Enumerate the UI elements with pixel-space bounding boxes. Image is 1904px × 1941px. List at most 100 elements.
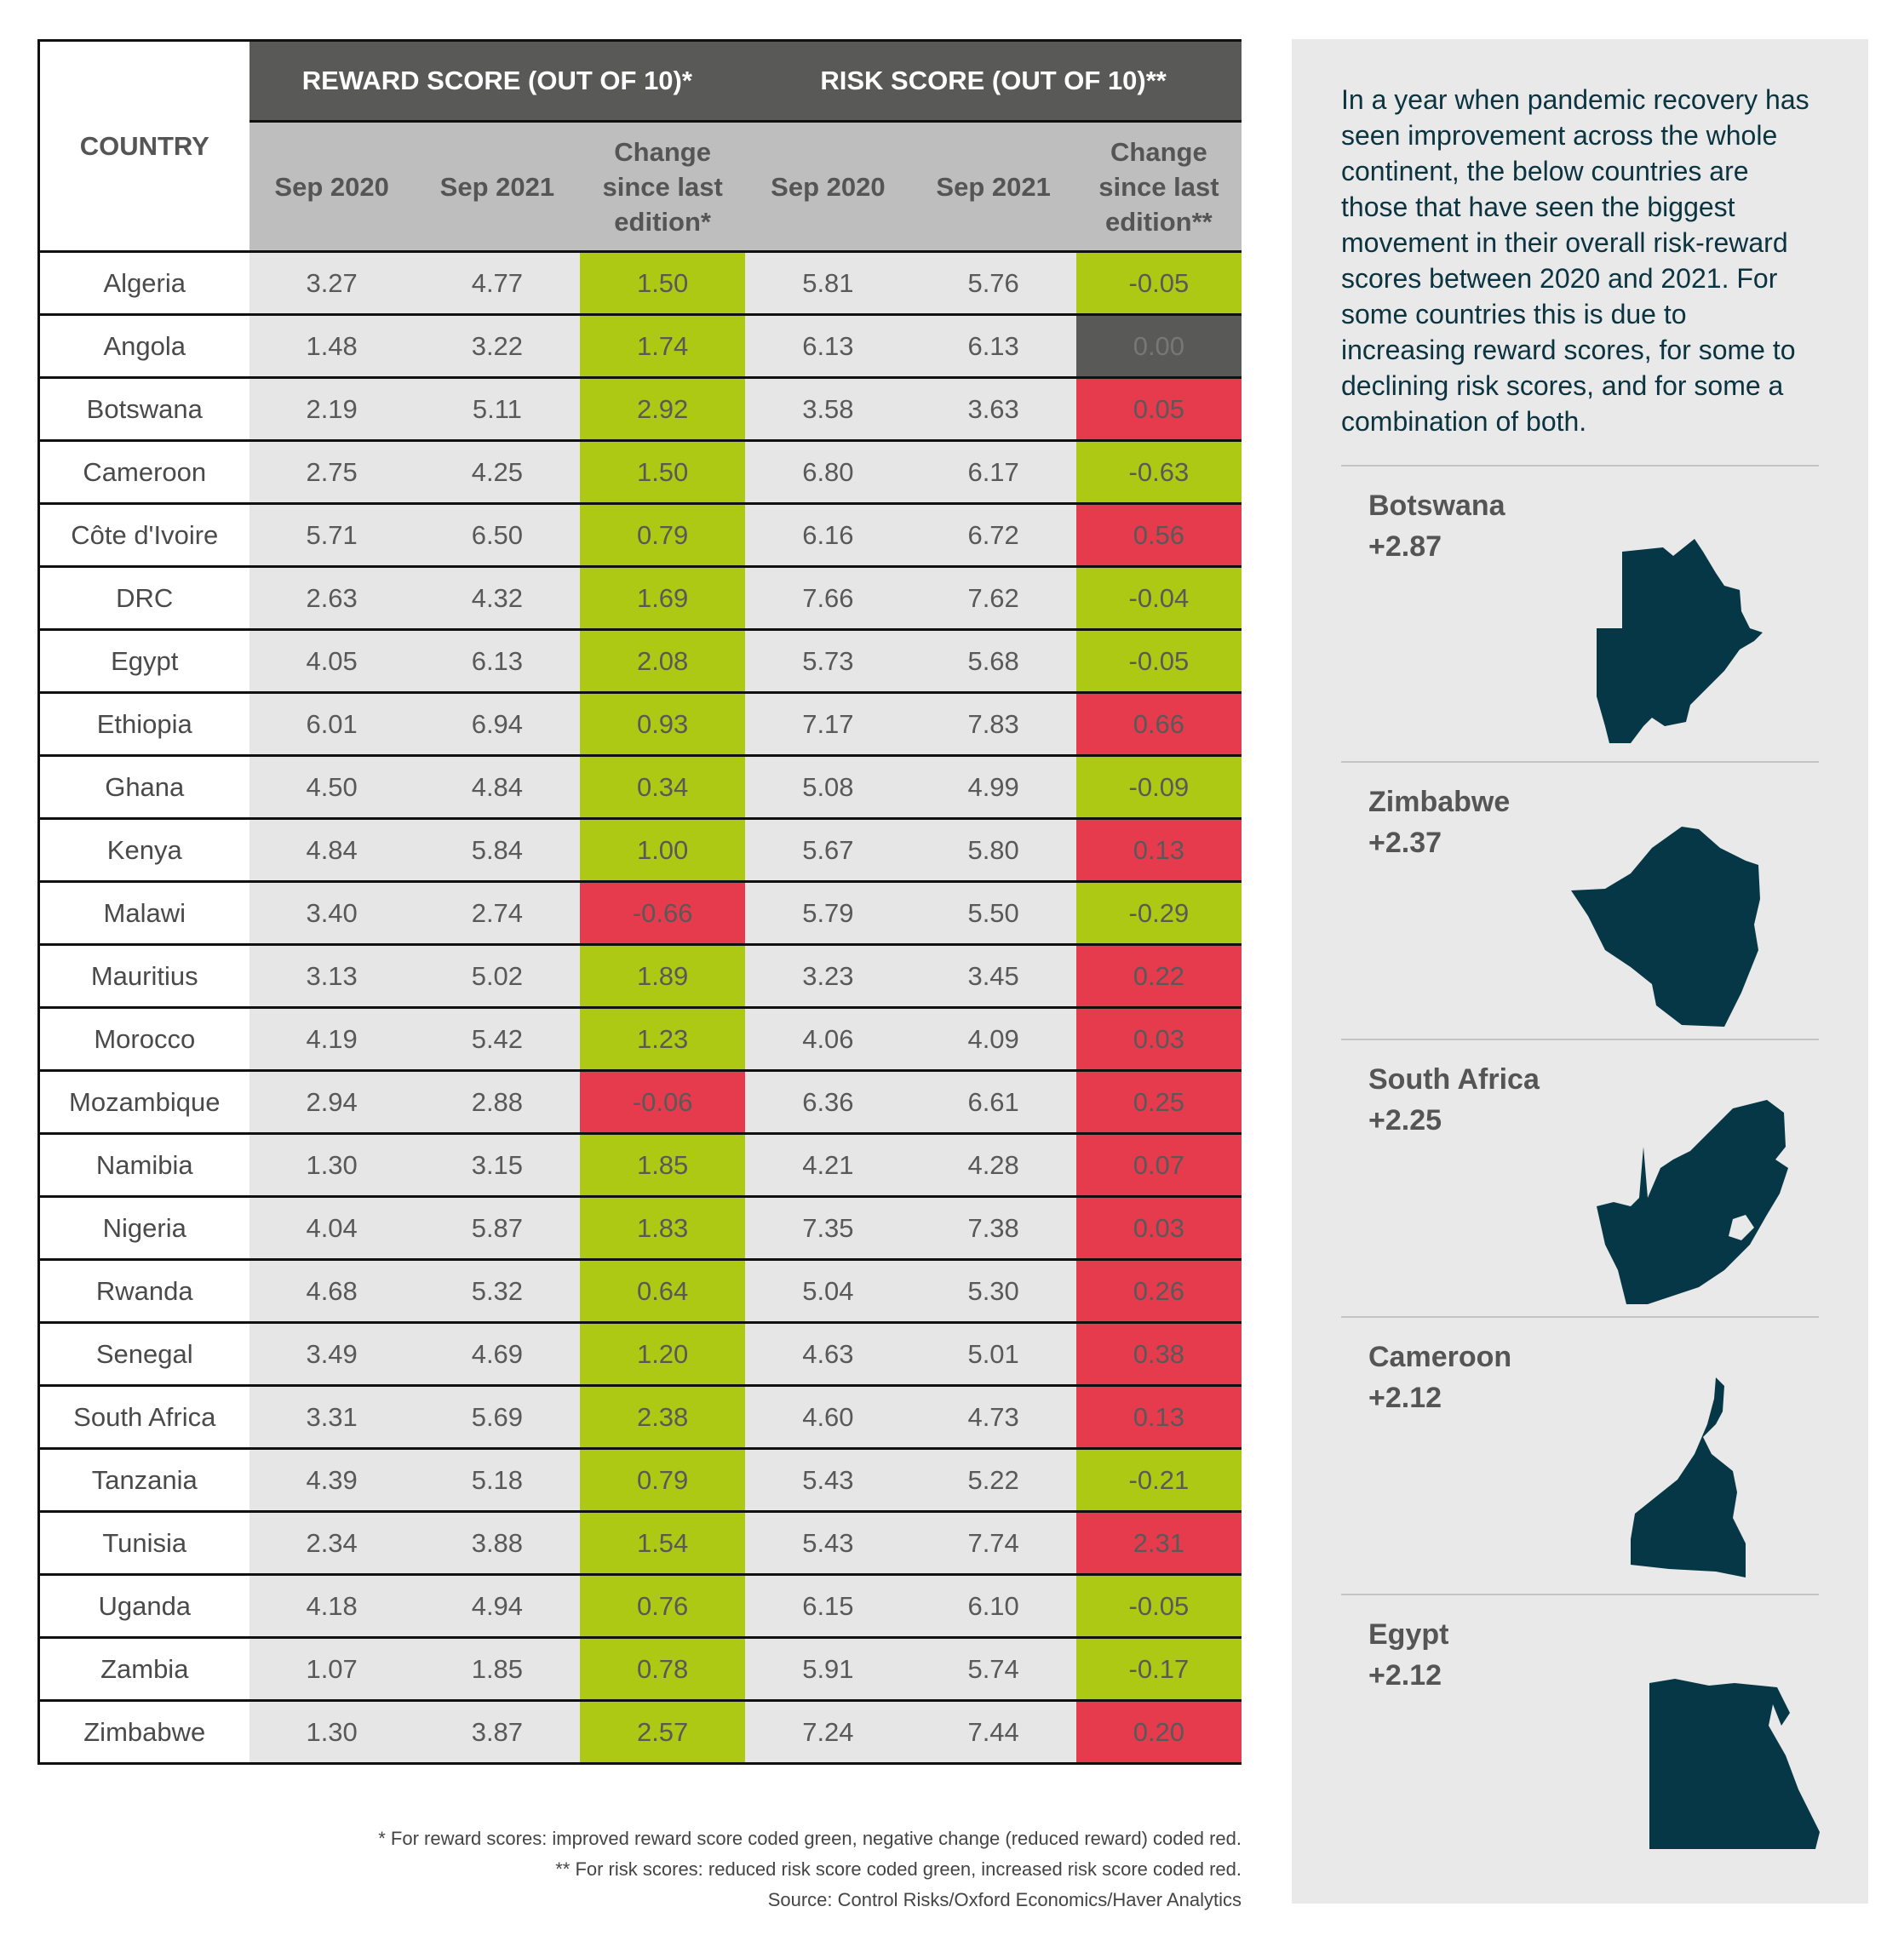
- risk-change-cell: 0.26: [1075, 1258, 1242, 1323]
- risk-2020-cell: 6.13: [745, 313, 911, 378]
- reward-sep-2020-header: Sep 2020: [249, 121, 415, 252]
- risk-2020-cell: 5.67: [745, 817, 911, 882]
- reward-change-cell: 1.00: [580, 817, 746, 882]
- risk-2020-cell: 5.43: [745, 1510, 911, 1575]
- reward-2021-cell: 6.13: [414, 628, 580, 693]
- country-cell: DRC: [37, 565, 249, 630]
- risk-change-cell: 0.20: [1075, 1699, 1242, 1765]
- country-cell: Ethiopia: [37, 691, 249, 756]
- table-row: South Africa 3.31 5.69 2.38 4.60 4.73 0.13: [37, 1384, 1242, 1449]
- risk-change-cell: 0.56: [1075, 502, 1242, 567]
- risk-2020-cell: 6.80: [745, 439, 911, 504]
- risk-2021-cell: 4.09: [910, 1006, 1076, 1071]
- risk-2020-cell: 7.17: [745, 691, 911, 756]
- reward-2020-cell: 4.50: [249, 754, 415, 819]
- source-note: Source: Control Risks/Oxford Economics/H…: [767, 1889, 1242, 1910]
- south-africa-map-icon: [1597, 1100, 1788, 1304]
- risk-change-cell: -0.09: [1075, 754, 1242, 819]
- reward-2020-cell: 2.63: [249, 565, 415, 630]
- risk-2020-cell: 6.16: [745, 502, 911, 567]
- reward-change-cell: 1.23: [580, 1006, 746, 1071]
- reward-change-cell: 2.08: [580, 628, 746, 693]
- risk-change-cell: 0.66: [1075, 691, 1242, 756]
- risk-change-cell: 0.13: [1075, 1384, 1242, 1449]
- reward-change-cell: -0.06: [580, 1069, 746, 1134]
- country-cell: Rwanda: [37, 1258, 249, 1323]
- table-row: Kenya 4.84 5.84 1.00 5.67 5.80 0.13: [37, 817, 1242, 882]
- table-row: Mozambique 2.94 2.88 -0.06 6.36 6.61 0.25: [37, 1069, 1242, 1134]
- reward-2020-cell: 4.05: [249, 628, 415, 693]
- reward-change-cell: 0.78: [580, 1636, 746, 1701]
- risk-2020-cell: 5.73: [745, 628, 911, 693]
- reward-2021-cell: 4.69: [414, 1321, 580, 1386]
- risk-score-header: RISK SCORE (OUT OF 10)**: [745, 39, 1242, 123]
- table-row: Egypt 4.05 6.13 2.08 5.73 5.68 -0.05: [37, 628, 1242, 693]
- country-cell: Egypt: [37, 628, 249, 693]
- reward-2020-cell: 3.49: [249, 1321, 415, 1386]
- country-cell: Tunisia: [37, 1510, 249, 1575]
- reward-2021-cell: 5.42: [414, 1006, 580, 1071]
- risk-sep-2020-header: Sep 2020: [745, 121, 911, 252]
- reward-2021-cell: 3.87: [414, 1699, 580, 1765]
- risk-change-cell: 0.05: [1075, 376, 1242, 441]
- country-cell: Angola: [37, 313, 249, 378]
- risk-sep-2021-header: Sep 2021: [910, 121, 1076, 252]
- risk-2020-cell: 5.79: [745, 880, 911, 945]
- table-row: DRC 2.63 4.32 1.69 7.66 7.62 -0.04: [37, 565, 1242, 630]
- reward-2020-cell: 3.31: [249, 1384, 415, 1449]
- country-cell: Uganda: [37, 1573, 249, 1638]
- country-cell: Côte d'Ivoire: [37, 502, 249, 567]
- risk-2021-cell: 6.17: [910, 439, 1076, 504]
- risk-change-cell: -0.63: [1075, 439, 1242, 504]
- risk-footnote: ** For risk scores: reduced risk score c…: [555, 1858, 1242, 1880]
- highlight-card-zimbabwe: Zimbabwe +2.37: [1341, 761, 1819, 1040]
- country-cell: Namibia: [37, 1132, 249, 1197]
- reward-2020-cell: 2.75: [249, 439, 415, 504]
- risk-change-cell: -0.05: [1075, 250, 1242, 315]
- reward-change-cell: 1.74: [580, 313, 746, 378]
- table-row: Ethiopia 6.01 6.94 0.93 7.17 7.83 0.66: [37, 691, 1242, 756]
- risk-2021-cell: 5.80: [910, 817, 1076, 882]
- reward-change-cell: 0.79: [580, 1447, 746, 1512]
- reward-2021-cell: 5.18: [414, 1447, 580, 1512]
- reward-change-cell: 0.76: [580, 1573, 746, 1638]
- reward-2020-cell: 3.13: [249, 943, 415, 1008]
- risk-change-cell: 0.03: [1075, 1195, 1242, 1260]
- reward-2021-cell: 5.11: [414, 376, 580, 441]
- table-row: Malawi 3.40 2.74 -0.66 5.79 5.50 -0.29: [37, 880, 1242, 945]
- footnotes: * For reward scores: improved reward sco…: [378, 1824, 1242, 1915]
- risk-2021-cell: 7.38: [910, 1195, 1076, 1260]
- reward-change-cell: 0.64: [580, 1258, 746, 1323]
- botswana-map-icon: [1597, 539, 1763, 743]
- table-row: Zimbabwe 1.30 3.87 2.57 7.24 7.44 0.20: [37, 1699, 1242, 1765]
- table-row: Côte d'Ivoire 5.71 6.50 0.79 6.16 6.72 0.56: [37, 502, 1242, 567]
- highlight-change: +2.12: [1368, 1382, 1442, 1414]
- reward-2020-cell: 4.84: [249, 817, 415, 882]
- risk-change-cell: 0.07: [1075, 1132, 1242, 1197]
- reward-2020-cell: 1.48: [249, 313, 415, 378]
- egypt-map-icon: [1649, 1679, 1820, 1849]
- reward-sep-2021-header: Sep 2021: [414, 121, 580, 252]
- risk-2021-cell: 3.45: [910, 943, 1076, 1008]
- highlight-country: Botswana: [1368, 490, 1505, 522]
- risk-2020-cell: 3.23: [745, 943, 911, 1008]
- highlight-change: +2.25: [1368, 1104, 1442, 1137]
- risk-2020-cell: 7.24: [745, 1699, 911, 1765]
- reward-2020-cell: 4.04: [249, 1195, 415, 1260]
- risk-change-cell: 0.25: [1075, 1069, 1242, 1134]
- highlight-country: Cameroon: [1368, 1341, 1512, 1373]
- country-cell: South Africa: [37, 1384, 249, 1449]
- country-cell: Mauritius: [37, 943, 249, 1008]
- risk-2021-cell: 6.10: [910, 1573, 1076, 1638]
- risk-change-cell: 0.38: [1075, 1321, 1242, 1386]
- reward-2021-cell: 4.25: [414, 439, 580, 504]
- risk-2020-cell: 5.04: [745, 1258, 911, 1323]
- reward-2021-cell: 3.22: [414, 313, 580, 378]
- risk-2020-cell: 4.60: [745, 1384, 911, 1449]
- risk-2021-cell: 5.01: [910, 1321, 1076, 1386]
- country-cell: Mozambique: [37, 1069, 249, 1134]
- table-row: Cameroon 2.75 4.25 1.50 6.80 6.17 -0.63: [37, 439, 1242, 504]
- highlight-card-south-africa: South Africa +2.25: [1341, 1039, 1819, 1318]
- risk-2021-cell: 4.99: [910, 754, 1076, 819]
- table-row: Angola 1.48 3.22 1.74 6.13 6.13 0.00: [37, 313, 1242, 378]
